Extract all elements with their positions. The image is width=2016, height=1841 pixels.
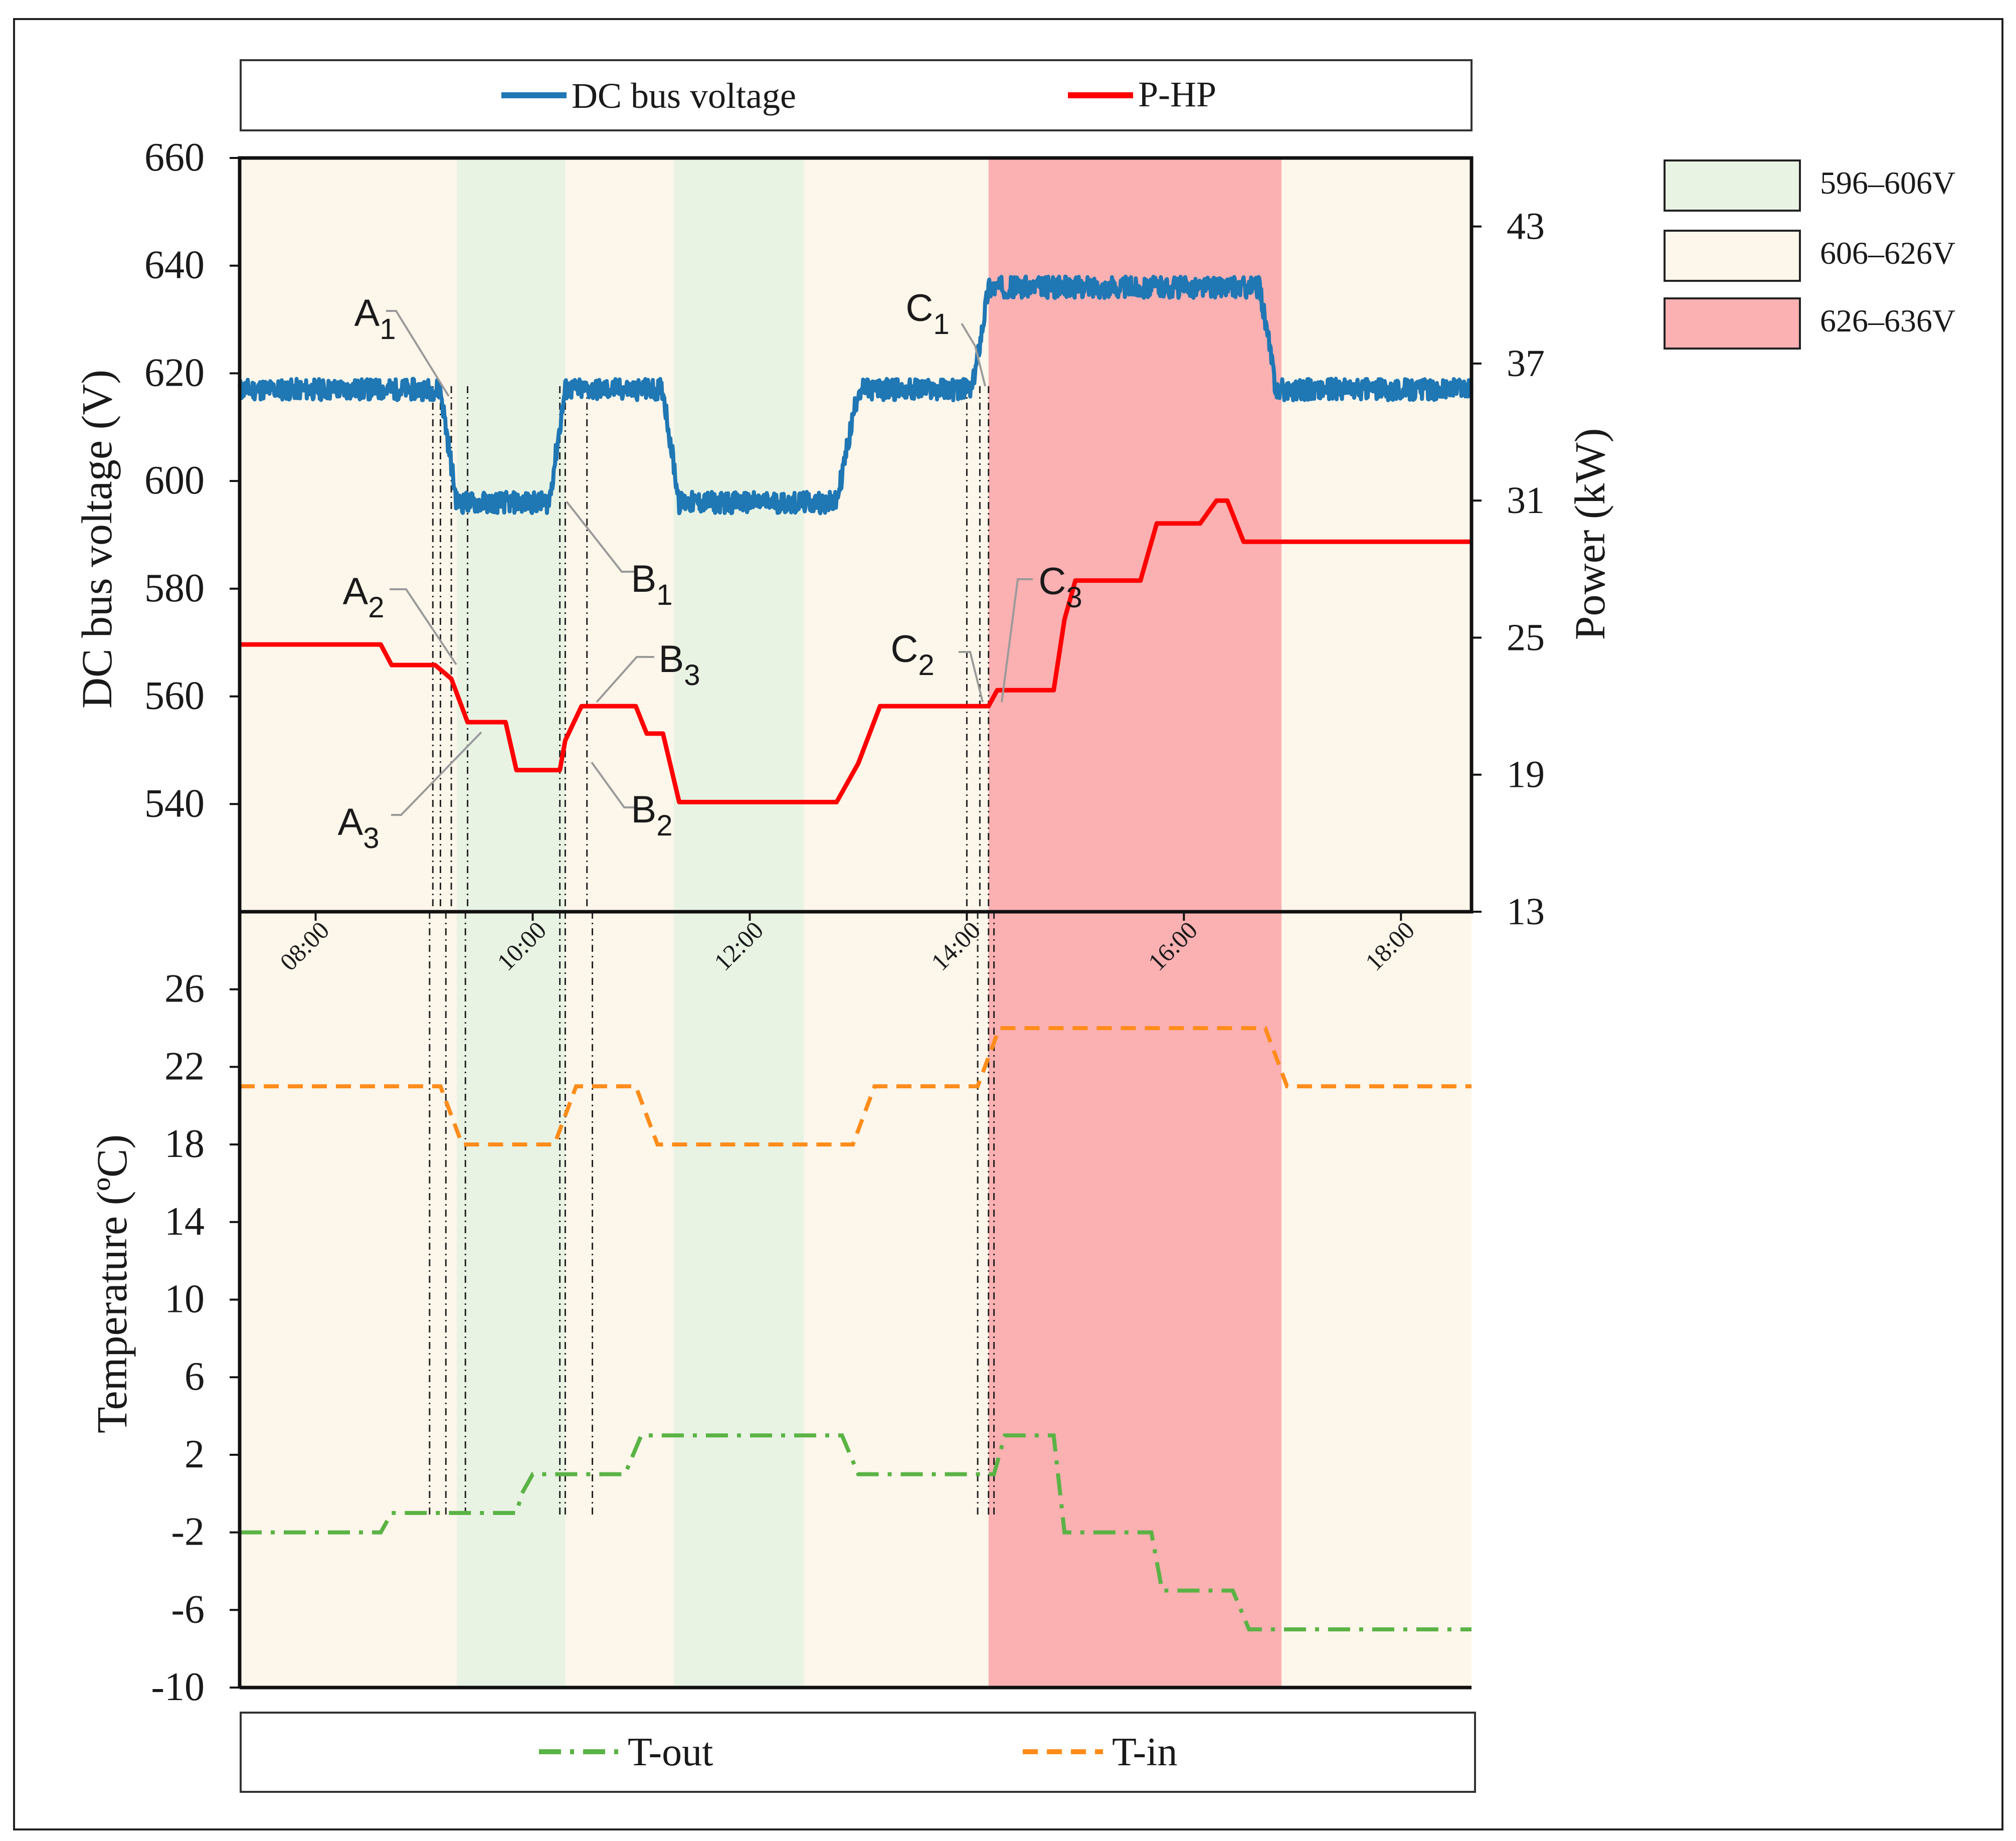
annotation-letter: B bbox=[631, 788, 657, 831]
annotation-subscript: 3 bbox=[1066, 581, 1082, 614]
band-region-1 bbox=[456, 158, 566, 1688]
temperature-tick-label: 2 bbox=[185, 1432, 205, 1476]
power-tick-label: 43 bbox=[1507, 206, 1545, 248]
annotation-subscript: 2 bbox=[656, 809, 672, 842]
annotation-label-1: B1 bbox=[631, 558, 673, 611]
band-region-3 bbox=[673, 158, 804, 1688]
annotation-leader-2 bbox=[961, 322, 986, 387]
band-region-2 bbox=[565, 158, 674, 1688]
voltage-tick-label: 640 bbox=[144, 243, 205, 287]
power-tick-label: 19 bbox=[1507, 754, 1545, 796]
annotation-label-4: A3 bbox=[338, 801, 380, 855]
data-series bbox=[238, 274, 1474, 1631]
power-tick-label: 31 bbox=[1507, 479, 1545, 522]
band-region-6 bbox=[1281, 158, 1472, 1688]
annotation-label-2: C1 bbox=[905, 287, 949, 341]
annotation-leader-4 bbox=[391, 731, 482, 816]
legends: DC bus voltage P-HP T-out T-in 596–606V 606–6… bbox=[240, 59, 1955, 1793]
annotation-letter: C bbox=[890, 628, 918, 671]
voltage-tick-label: 660 bbox=[144, 135, 205, 180]
temperature-tick-label: 14 bbox=[164, 1200, 205, 1244]
legend-label-p-hp: P-HP bbox=[1138, 74, 1216, 114]
temperature-tick-label: -10 bbox=[151, 1665, 205, 1709]
annotation-subscript: 2 bbox=[368, 591, 384, 624]
annotation-subscript: 1 bbox=[380, 313, 396, 346]
annotation-leader-1 bbox=[566, 500, 634, 573]
annotation-subscript: 2 bbox=[918, 649, 934, 682]
band-region-0 bbox=[240, 158, 457, 1688]
temperature-axis-title: Temperature (ºC) bbox=[88, 1134, 136, 1433]
annotation-letter: A bbox=[338, 801, 363, 844]
annotation-letter: C bbox=[905, 287, 933, 329]
annotation-subscript: 3 bbox=[363, 822, 379, 855]
temperature-tick-label: 10 bbox=[164, 1277, 205, 1321]
annotation-leader-5 bbox=[596, 656, 654, 703]
band-legend-swatch-0 bbox=[1664, 159, 1801, 212]
temperature-tick-label: 22 bbox=[164, 1044, 205, 1088]
annotation-label-7: C2 bbox=[890, 628, 934, 682]
annotation-letter: B bbox=[631, 558, 657, 600]
bottom-legend-box bbox=[240, 1712, 1476, 1793]
voltage-tick-label: 620 bbox=[144, 351, 205, 395]
voltage-tick-label: 560 bbox=[144, 674, 205, 718]
band-legend-label-2: 626–636V bbox=[1820, 303, 1955, 339]
band-region-4 bbox=[804, 158, 989, 1688]
legend-label-dc-bus-voltage: DC bus voltage bbox=[572, 76, 796, 116]
annotation-label-6: B2 bbox=[631, 788, 673, 842]
series-dc-bus-voltage bbox=[238, 274, 1474, 516]
annotation-leader-3 bbox=[390, 588, 457, 665]
band-legend-swatch-2 bbox=[1664, 297, 1801, 350]
temperature-tick-label: -2 bbox=[171, 1510, 205, 1554]
power-axis-title: Power (kW) bbox=[1566, 428, 1614, 640]
band-legend-label-1: 606–626V bbox=[1820, 235, 1955, 271]
temperature-tick-label: 18 bbox=[164, 1122, 205, 1166]
series-p-hp bbox=[240, 498, 1472, 804]
annotation-leader-8 bbox=[1001, 578, 1033, 703]
annotation-letter: C bbox=[1038, 560, 1066, 603]
voltage-tick-label: 540 bbox=[144, 781, 205, 825]
annotation-subscript: 1 bbox=[656, 579, 672, 611]
power-tick-label: 13 bbox=[1507, 891, 1545, 933]
band-legend-label-0: 596–606V bbox=[1820, 165, 1955, 201]
annotation-leader-7 bbox=[959, 651, 984, 703]
series-t-out bbox=[240, 1433, 1472, 1631]
voltage-tick-label: 600 bbox=[144, 458, 205, 503]
power-tick-label: 37 bbox=[1507, 343, 1545, 385]
band-region-5 bbox=[988, 158, 1282, 1688]
annotation-label-5: B3 bbox=[659, 638, 700, 692]
voltage-band-regions bbox=[240, 158, 1472, 1688]
annotation-label-0: A1 bbox=[354, 292, 396, 346]
power-tick-label: 25 bbox=[1507, 616, 1545, 658]
top-legend-box bbox=[240, 59, 1473, 131]
band-legend-swatch-1 bbox=[1664, 230, 1801, 282]
annotation-subscript: 1 bbox=[933, 308, 949, 341]
annotation-letter: A bbox=[354, 292, 380, 334]
temperature-tick-label: 26 bbox=[164, 967, 205, 1011]
temperature-tick-label: 6 bbox=[185, 1355, 205, 1399]
annotation-label-8: C3 bbox=[1038, 560, 1082, 614]
series-t-in bbox=[240, 1026, 1472, 1147]
temperature-tick-label: -6 bbox=[171, 1587, 205, 1631]
annotation-label-3: A2 bbox=[343, 570, 385, 624]
annotation-leader-0 bbox=[386, 310, 450, 397]
legend-label-t-in: T-in bbox=[1112, 1730, 1177, 1774]
annotation-letter: B bbox=[659, 638, 684, 681]
annotation-letter: A bbox=[343, 570, 369, 613]
annotation-leader-6 bbox=[591, 761, 637, 808]
voltage-tick-label: 580 bbox=[144, 566, 205, 610]
annotation-subscript: 3 bbox=[684, 659, 700, 692]
voltage-axis-title: DC bus voltage (V) bbox=[73, 370, 121, 709]
legend-label-t-out: T-out bbox=[628, 1730, 713, 1774]
